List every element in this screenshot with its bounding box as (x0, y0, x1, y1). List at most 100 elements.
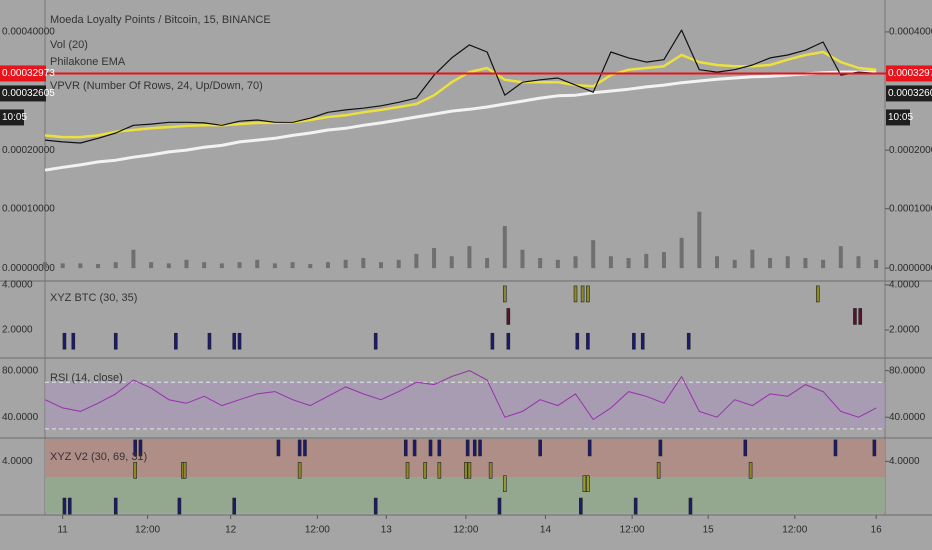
x-tick-label: 11 (57, 525, 68, 536)
volume-bar (732, 259, 737, 269)
volume-bar (361, 258, 366, 269)
y-tick-label: 2.0000 (2, 325, 33, 336)
price-box (0, 65, 46, 82)
last-price-label: 0.00032973 (888, 68, 932, 79)
signal-marker (587, 439, 592, 457)
signal-marker (490, 332, 495, 350)
y-tick-label: 0.00040000 (889, 27, 932, 38)
signal-marker (113, 332, 118, 350)
x-tick-label: 12:00 (453, 525, 478, 536)
y-tick-label: 0.00000000 (2, 263, 55, 274)
signal-marker (506, 308, 511, 325)
volume-bar (626, 258, 631, 269)
signal-marker (464, 461, 468, 479)
volume-bar (96, 263, 101, 269)
series-line (44, 50, 877, 139)
y-tick-label: 0.00020000 (889, 145, 932, 156)
signal-marker (232, 332, 237, 350)
info-label: 10:05 (888, 112, 913, 123)
info-box (0, 109, 24, 126)
y-tick-label: 0.00020000 (2, 145, 55, 156)
signal-marker (833, 439, 838, 457)
signal-marker (633, 497, 638, 515)
volume-bar (785, 256, 790, 269)
volume-bar (449, 256, 454, 269)
signal-marker (297, 461, 302, 479)
signal-marker (686, 332, 691, 350)
signal-marker (437, 461, 442, 479)
signal-marker (133, 439, 137, 457)
signal-marker (373, 332, 378, 350)
volume-bar (573, 256, 578, 269)
volume-bar (644, 253, 649, 269)
x-tick-label: 16 (871, 525, 883, 536)
indicator-title: VPVR (Number Of Rows, 24, Up/Down, 70) (50, 80, 263, 92)
signal-marker (538, 439, 542, 457)
indicator-title: Moeda Loyalty Points / Bitcoin, 15, BINA… (50, 14, 271, 26)
signal-marker (632, 332, 636, 350)
volume-bar (219, 263, 224, 269)
x-tick-label: 12:00 (135, 525, 160, 536)
signal-marker (472, 439, 477, 457)
volume-bar (202, 262, 207, 269)
signal-marker (586, 332, 590, 350)
signal-marker (232, 497, 237, 515)
signal-marker (853, 308, 857, 325)
volume-bar (325, 262, 330, 269)
zone (45, 477, 885, 513)
signal-marker (428, 439, 433, 457)
x-tick-label: 12 (225, 525, 237, 536)
signal-marker (303, 439, 307, 457)
x-tick-label: 13 (381, 525, 393, 536)
volume-bar (821, 259, 826, 269)
last-price-label: 0.00032973 (2, 68, 55, 79)
signal-marker (872, 439, 877, 457)
volume-bar (290, 262, 295, 269)
signal-marker (815, 285, 820, 303)
volume-bar (78, 263, 83, 269)
signal-marker (488, 461, 493, 479)
volume-bar (467, 246, 472, 269)
info-box (0, 85, 46, 102)
y-tick-label: 0.00010000 (2, 203, 55, 214)
signal-marker (412, 439, 417, 457)
volume-bar (184, 259, 189, 269)
signal-marker (656, 461, 661, 479)
signal-marker (743, 439, 748, 457)
volume-bar (414, 253, 419, 269)
signal-marker (497, 497, 502, 515)
x-tick-label: 12:00 (620, 525, 645, 536)
volume-bar (538, 258, 543, 269)
rsi-band (45, 382, 885, 429)
volume-bar (856, 256, 861, 269)
y-tick-label: 40.0000 (889, 412, 926, 423)
signal-marker (506, 332, 511, 350)
signal-marker (174, 332, 178, 350)
signal-marker (373, 497, 378, 515)
volume-bar (555, 259, 560, 269)
x-tick-label: 12:00 (305, 525, 330, 536)
volume-bar (679, 237, 684, 269)
signal-marker (62, 332, 67, 350)
volume-bar (768, 258, 773, 269)
info-label: 0.00032605 (888, 88, 932, 99)
signal-marker (113, 497, 118, 515)
signal-marker (71, 332, 76, 350)
volume-bar (343, 259, 348, 269)
volume-bar (237, 262, 242, 269)
signal-marker (573, 285, 578, 303)
volume-bar (608, 256, 613, 269)
info-box (886, 85, 932, 102)
signal-marker (575, 332, 580, 350)
signal-marker (133, 461, 137, 479)
indicator-title: XYZ BTC (30, 35) (50, 292, 137, 304)
volume-bar (166, 263, 171, 269)
volume-bar (379, 262, 383, 269)
volume-bar (803, 258, 808, 269)
signal-marker (177, 497, 182, 515)
volume-bar (255, 259, 260, 269)
signal-marker (579, 497, 583, 515)
series-line (44, 370, 877, 420)
info-label: 0.00032605 (2, 88, 55, 99)
